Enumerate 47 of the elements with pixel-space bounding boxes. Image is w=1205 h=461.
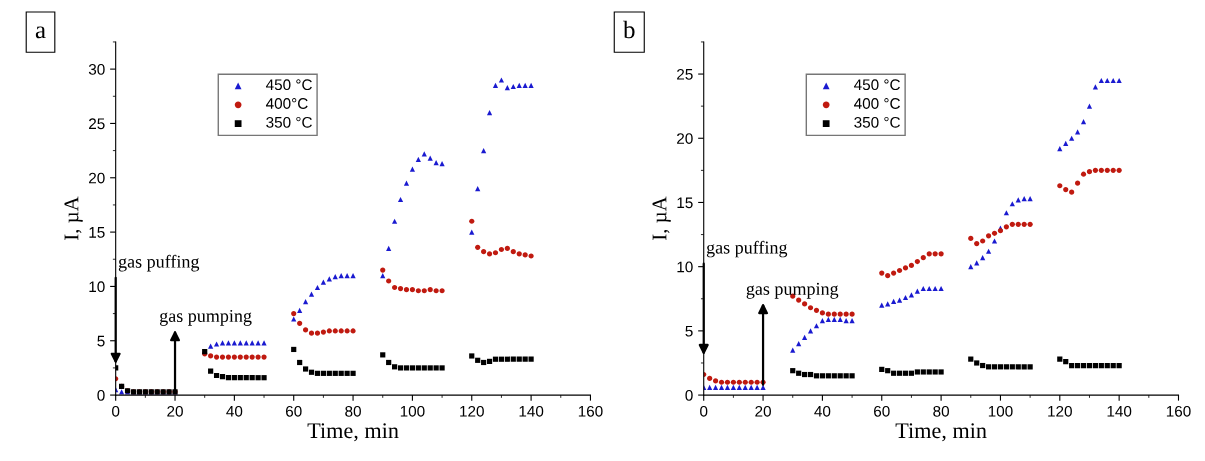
legend-label: 400°C (265, 98, 308, 109)
x-tick-label: 0 (112, 405, 120, 417)
x-tick-label: 40 (226, 405, 243, 417)
y-tick-label: 10 (89, 281, 105, 293)
y-axis-title: I, µA (64, 196, 83, 240)
annotation: gas puffing (118, 254, 200, 272)
y-tick-label: 0 (97, 389, 105, 401)
x-tick-label: 100 (400, 405, 425, 417)
y-tick-label: 15 (677, 197, 693, 209)
annotation: gas puffing (706, 240, 788, 258)
chart-title: a (35, 26, 46, 39)
y-tick-label: 20 (677, 133, 693, 144)
x-tick-label: 120 (1048, 405, 1072, 417)
y-tick-label: 10 (677, 261, 693, 273)
y-tick-label: 15 (89, 227, 105, 238)
y-tick-label: 5 (97, 335, 105, 347)
x-tick-label: 80 (345, 405, 361, 417)
legend-label: 450 °C (854, 79, 900, 91)
annotation: gas pumping (746, 282, 839, 299)
legend-label: 350 °C (854, 116, 900, 128)
y-tick-label: 25 (677, 68, 693, 80)
y-tick-label: 5 (685, 325, 693, 337)
y-tick-label: 20 (89, 172, 105, 184)
y-axis-title: I, µA (652, 196, 671, 240)
x-tick-label: 0 (700, 405, 708, 417)
x-axis-title: Time, min (307, 423, 399, 442)
x-tick-label: 160 (1166, 405, 1191, 417)
x-tick-label: 60 (874, 405, 890, 417)
x-tick-label: 120 (460, 405, 484, 417)
x-tick-label: 40 (814, 405, 831, 417)
x-tick-label: 20 (167, 405, 183, 417)
x-tick-label: 160 (578, 405, 603, 417)
legend-label: 350 °C (266, 116, 312, 128)
x-tick-label: 60 (286, 405, 302, 417)
legend-label: 400 °C (854, 98, 900, 109)
x-tick-label: 80 (933, 405, 949, 417)
x-tick-label: 140 (519, 405, 544, 417)
legend-label: 450 °C (265, 79, 312, 91)
x-tick-label: 100 (988, 405, 1013, 417)
y-tick-label: 0 (685, 389, 693, 401)
x-axis-title: Time, min (895, 423, 987, 442)
y-tick-label: 25 (89, 118, 105, 130)
chart-title: b (623, 20, 635, 39)
x-tick-label: 20 (755, 405, 771, 417)
annotation: gas pumping (159, 309, 252, 326)
x-tick-label: 140 (1107, 405, 1132, 417)
y-tick-label: 30 (88, 63, 105, 75)
